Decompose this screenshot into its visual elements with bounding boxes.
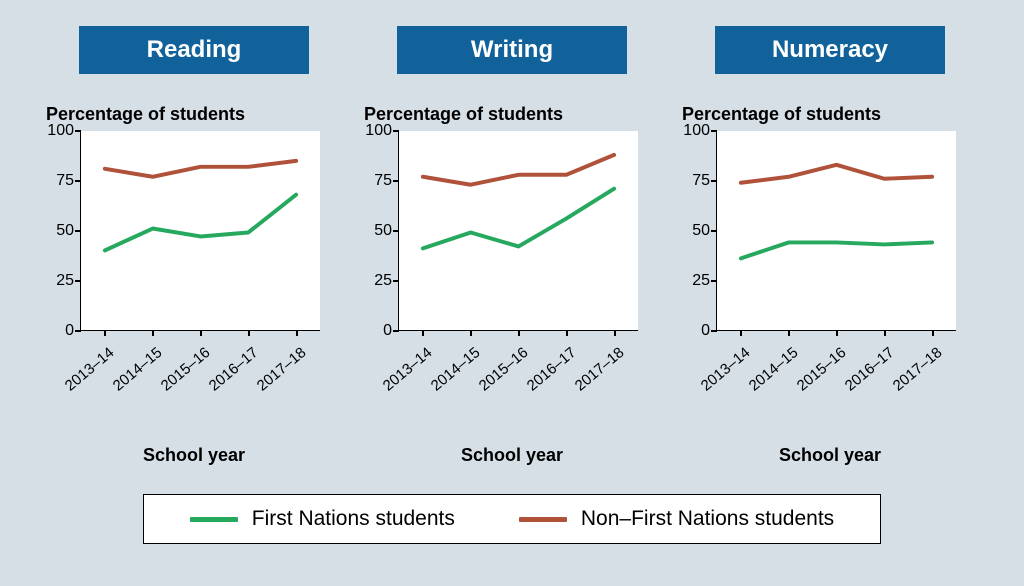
series-first-nations — [741, 242, 932, 258]
x-tick-label: 2015–16 — [157, 344, 214, 396]
legend-item-non-first-nations: Non–First Nations students — [519, 507, 834, 531]
line-layer — [399, 131, 638, 330]
legend: First Nations students Non–First Nations… — [143, 494, 881, 544]
plot-area — [716, 131, 956, 331]
y-tick-label: 25 — [692, 272, 710, 290]
y-axis-title: Percentage of students — [46, 104, 245, 125]
x-axis-labels: 2013–142014–152015–162016–172017–18 — [398, 336, 638, 391]
legend-label-first-nations: First Nations students — [252, 507, 455, 531]
y-tick-label: 50 — [56, 222, 74, 240]
panel-title: Numeracy — [715, 26, 945, 74]
x-tick-label: 2017–18 — [571, 344, 628, 396]
x-axis-title: School year — [143, 445, 245, 466]
x-axis-title: School year — [461, 445, 563, 466]
x-tick-label: 2016–17 — [205, 344, 262, 396]
x-tick-label: 2013–14 — [697, 344, 754, 396]
x-tick-label: 2016–17 — [523, 344, 580, 396]
y-tickmark — [711, 330, 717, 332]
x-tick-label: 2013–14 — [61, 344, 118, 396]
y-tick-label: 100 — [47, 122, 74, 140]
y-tick-label: 0 — [383, 322, 392, 340]
y-tickmark — [393, 330, 399, 332]
line-layer — [81, 131, 320, 330]
panel-title: Writing — [397, 26, 627, 74]
plot-wrap: 02550751002013–142014–152015–162016–1720… — [358, 131, 666, 381]
y-tick-label: 25 — [56, 272, 74, 290]
panel-title: Reading — [79, 26, 309, 74]
x-axis-title: School year — [779, 445, 881, 466]
x-tick-label: 2013–14 — [379, 344, 436, 396]
x-tick-label: 2014–15 — [109, 344, 166, 396]
plot-wrap: 02550751002013–142014–152015–162016–1720… — [676, 131, 984, 381]
y-tick-label: 0 — [701, 322, 710, 340]
legend-swatch-non-first-nations — [519, 517, 567, 522]
y-axis-title: Percentage of students — [364, 104, 563, 125]
series-non-first-nations — [741, 165, 932, 183]
x-axis-labels: 2013–142014–152015–162016–172017–18 — [80, 336, 320, 391]
line-layer — [717, 131, 956, 330]
y-tick-label: 100 — [365, 122, 392, 140]
legend-label-non-first-nations: Non–First Nations students — [581, 507, 834, 531]
y-axis: 0255075100 — [676, 131, 716, 331]
plot-area — [398, 131, 638, 331]
y-axis-title: Percentage of students — [682, 104, 881, 125]
x-tick-label: 2016–17 — [841, 344, 898, 396]
chart-panel: Numeracy Percentage of students 0 25 50 75 100… — [676, 26, 984, 466]
y-axis: 0255075100 — [358, 131, 398, 331]
y-tick-label: 50 — [692, 222, 710, 240]
plot-area — [80, 131, 320, 331]
x-tick-label: 2014–15 — [427, 344, 484, 396]
y-tick-label: 75 — [56, 172, 74, 190]
series-first-nations — [423, 189, 614, 249]
series-non-first-nations — [105, 161, 296, 177]
legend-item-first-nations: First Nations students — [190, 507, 455, 531]
y-tick-label: 75 — [374, 172, 392, 190]
y-tickmark — [75, 330, 81, 332]
y-tick-label: 0 — [65, 322, 74, 340]
chart-panel: Reading Percentage of students 0 25 50 75 100 2… — [40, 26, 348, 466]
legend-swatch-first-nations — [190, 517, 238, 522]
chart-container: Reading Percentage of students 0 25 50 75 100 2… — [0, 0, 1024, 586]
x-tick-label: 2014–15 — [745, 344, 802, 396]
x-tick-label: 2015–16 — [475, 344, 532, 396]
charts-row: Reading Percentage of students 0 25 50 75 100 2… — [40, 26, 984, 466]
series-first-nations — [105, 195, 296, 251]
plot-wrap: 02550751002013–142014–152015–162016–1720… — [40, 131, 348, 381]
y-tick-label: 25 — [374, 272, 392, 290]
y-tick-label: 50 — [374, 222, 392, 240]
x-tick-label: 2017–18 — [253, 344, 310, 396]
y-axis: 0255075100 — [40, 131, 80, 331]
x-tick-label: 2017–18 — [889, 344, 946, 396]
series-non-first-nations — [423, 155, 614, 185]
y-tick-label: 75 — [692, 172, 710, 190]
chart-panel: Writing Percentage of students 0 25 50 75 100 2… — [358, 26, 666, 466]
y-tick-label: 100 — [683, 122, 710, 140]
x-axis-labels: 2013–142014–152015–162016–172017–18 — [716, 336, 956, 391]
x-tick-label: 2015–16 — [793, 344, 850, 396]
